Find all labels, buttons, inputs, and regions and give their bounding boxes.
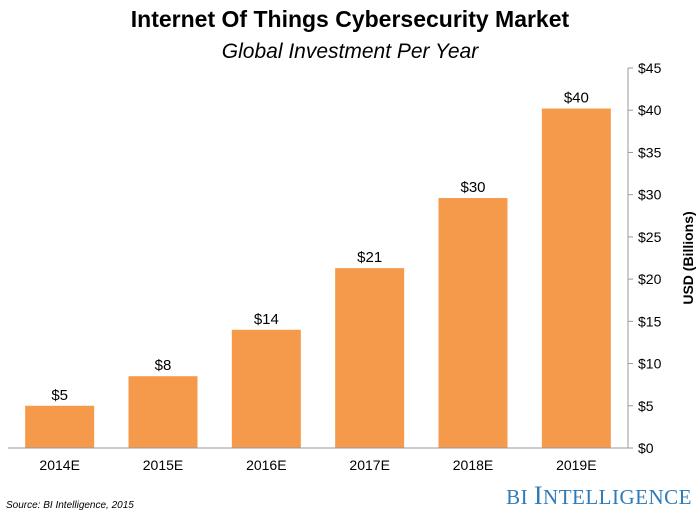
chart-title: Internet Of Things Cybersecurity Market [130, 6, 570, 32]
x-tick-label-2014E: 2014E [39, 457, 79, 473]
y-tick-label-20: $20 [638, 271, 662, 287]
bar-2019E [541, 108, 611, 449]
brand-bi: BI [506, 485, 529, 509]
bi-intelligence-logo: BI INTELLIGENCE [506, 481, 692, 511]
x-tick-label-2018E: 2018E [453, 457, 493, 473]
bar-2015E [128, 376, 198, 448]
x-tick-label-2016E: 2016E [246, 457, 286, 473]
bar-2016E [231, 329, 301, 448]
bar-2014E [25, 405, 95, 448]
y-tick-label-35: $35 [638, 144, 662, 160]
y-tick-label-0: $0 [638, 440, 654, 456]
brand-rest: NTELLIGENCE [543, 485, 692, 509]
data-label-2016E: $14 [254, 311, 279, 328]
data-label-2018E: $30 [460, 179, 485, 196]
bar-2018E [438, 198, 508, 448]
data-label-2015E: $8 [155, 357, 172, 374]
y-tick-label-30: $30 [638, 187, 662, 203]
y-tick-label-10: $10 [638, 356, 662, 372]
source-note: Source: BI Intelligence, 2015 [6, 500, 134, 511]
y-tick-label-15: $15 [638, 313, 662, 329]
bar-2017E [335, 268, 405, 448]
chart-subtitle: Global Investment Per Year [221, 40, 479, 63]
x-tick-label-2019E: 2019E [556, 457, 596, 473]
y-tick-label-40: $40 [638, 102, 662, 118]
brand-first-letter: I [533, 481, 544, 510]
y-tick-label-25: $25 [638, 229, 662, 245]
y-axis-title: USD (Billions) [680, 211, 696, 304]
y-tick-label-45: $45 [638, 60, 662, 76]
data-label-2014E: $5 [51, 387, 68, 404]
x-tick-label-2015E: 2015E [143, 457, 183, 473]
data-label-2019E: $40 [564, 90, 589, 107]
y-tick-label-5: $5 [638, 398, 654, 414]
data-label-2017E: $21 [357, 249, 382, 266]
x-tick-label-2017E: 2017E [349, 457, 389, 473]
